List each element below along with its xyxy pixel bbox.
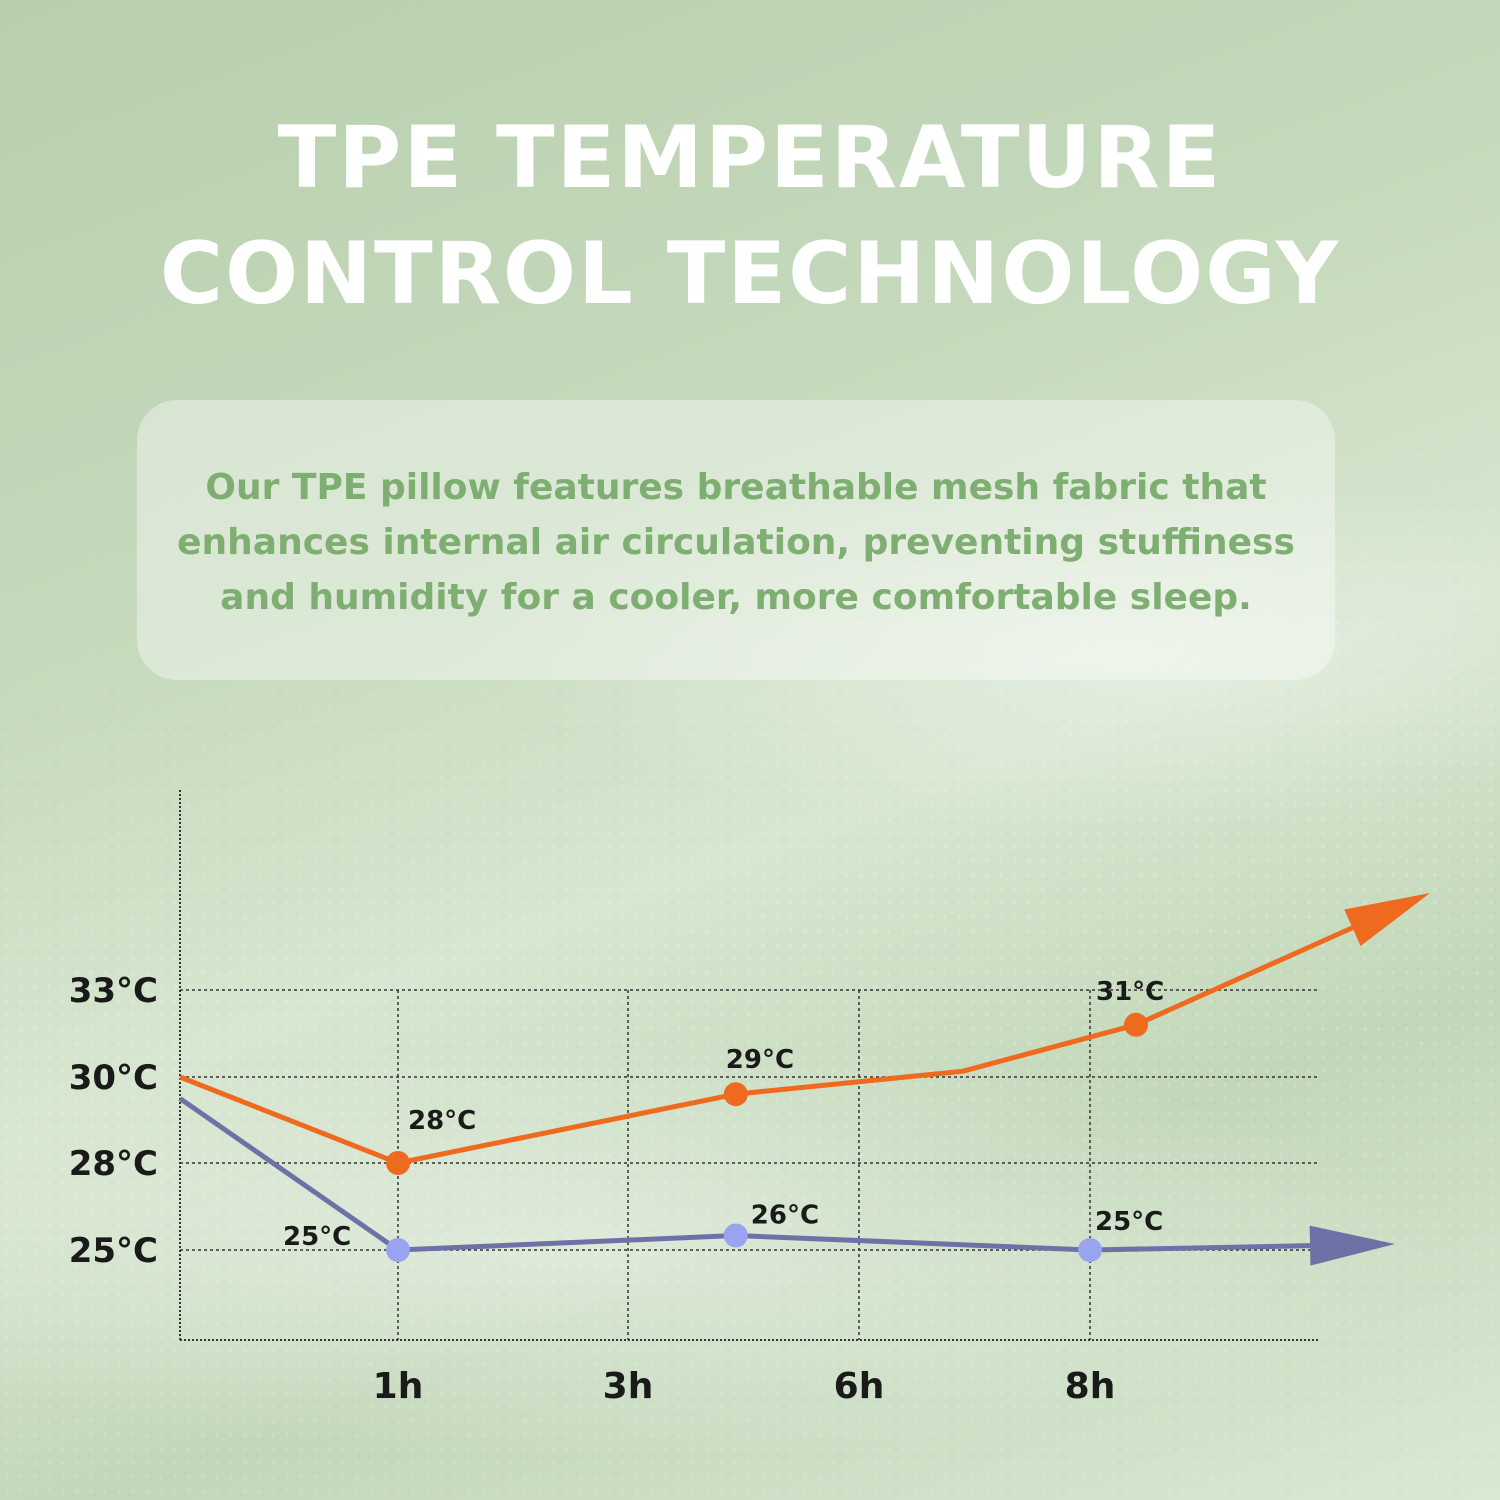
data-label: 31°C [1096, 977, 1164, 1007]
series-arrow-head-0 [1344, 893, 1430, 947]
x-tick-label: 8h [1065, 1366, 1116, 1407]
title-line-1: TPE TEMPERATURE [277, 108, 1223, 208]
data-point-marker [386, 1238, 410, 1262]
x-tick-label: 1h [373, 1366, 424, 1407]
data-point-marker [723, 1223, 748, 1248]
data-label: 25°C [283, 1222, 351, 1252]
chart-labels: 28°C 29°C 31°C 25°C 26°C 25°C [283, 977, 1164, 1252]
x-tick-label: 6h [834, 1366, 885, 1407]
page-title: TPE TEMPERATURE CONTROL TECHNOLOGY [0, 100, 1500, 332]
x-tick-label: 3h [603, 1366, 654, 1407]
series-line-0 [179, 1022, 1137, 1166]
data-point-marker [1078, 1238, 1102, 1262]
chart-axes: 33°C 30°C 28°C 25°C 1h 3h 6h 8h [69, 790, 1320, 1407]
data-label: 28°C [408, 1106, 476, 1136]
series-arrow-shaft-0 [1134, 925, 1354, 1028]
data-label: 25°C [1095, 1207, 1163, 1237]
description-text: Our TPE pillow features breathable mesh … [177, 467, 1295, 618]
series-arrow-head-1 [1309, 1225, 1395, 1266]
chart-series [178, 893, 1430, 1266]
description-box: Our TPE pillow features breathable mesh … [137, 400, 1335, 680]
y-tick-label: 33°C [69, 971, 158, 1011]
y-tick-label: 25°C [69, 1231, 158, 1271]
data-point-marker [1124, 1012, 1148, 1037]
data-label: 29°C [726, 1045, 794, 1075]
data-point-marker [723, 1082, 748, 1107]
data-label: 26°C [751, 1201, 819, 1231]
series-line-1 [178, 1096, 1091, 1253]
title-line-2: CONTROL TECHNOLOGY [159, 224, 1341, 324]
y-tick-label: 30°C [69, 1058, 158, 1098]
data-point-marker [386, 1151, 410, 1175]
y-tick-label: 28°C [69, 1144, 158, 1184]
chart-grid [180, 989, 1320, 1340]
series-arrow-shaft-1 [1089, 1243, 1311, 1253]
